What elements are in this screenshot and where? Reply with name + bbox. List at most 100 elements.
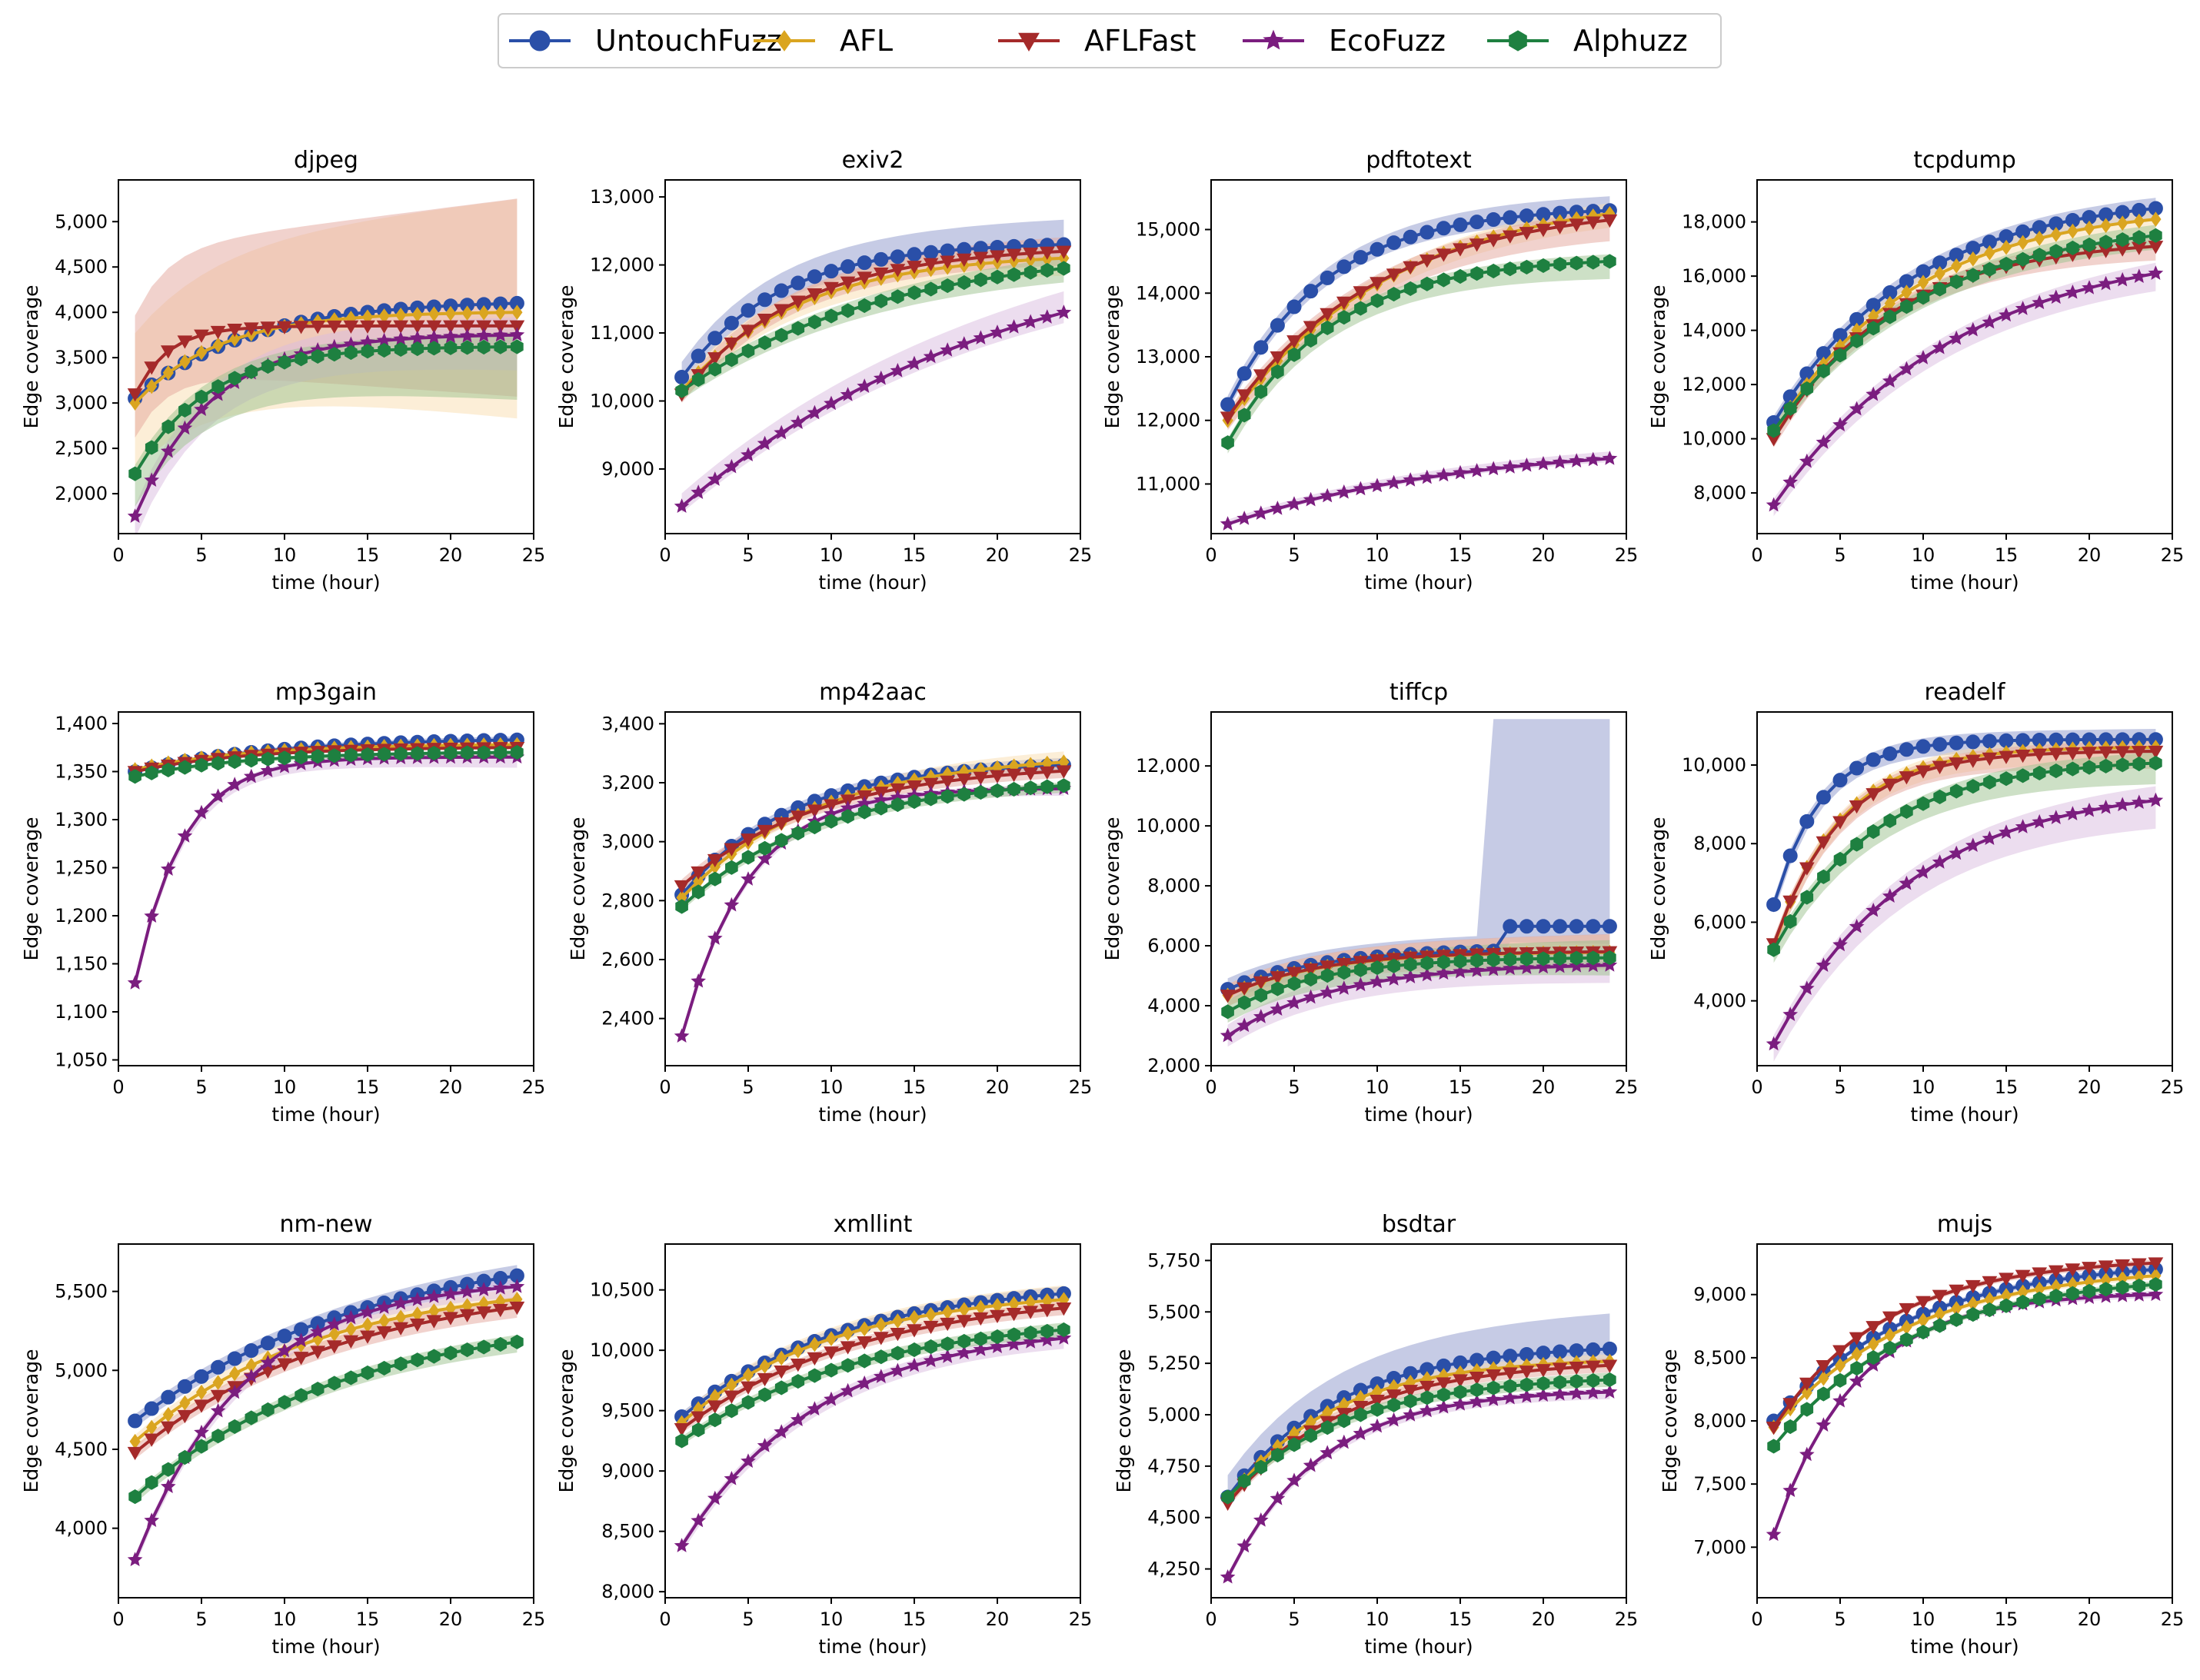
chart-title: mujs xyxy=(1937,1211,1992,1238)
point-ecofuzz xyxy=(1899,361,1915,376)
point-ecofuzz xyxy=(1236,1538,1253,1553)
point-alphuzz xyxy=(1486,952,1500,968)
point-ecofuzz xyxy=(1469,463,1485,477)
point-alphuzz xyxy=(1007,1327,1020,1342)
chart-title: nm-new xyxy=(279,1211,372,1238)
point-alphuzz xyxy=(311,749,325,764)
point-ecofuzz xyxy=(1965,321,1981,337)
point-ecofuzz xyxy=(923,1352,939,1368)
point-ecofuzz xyxy=(1502,459,1518,474)
x-tick-label: 25 xyxy=(2161,1608,2185,1630)
point-aflfast xyxy=(1866,788,1882,802)
point-ecofuzz xyxy=(1766,1036,1782,1051)
point-alphuzz xyxy=(940,789,954,804)
point-aflfast xyxy=(1849,1332,1865,1346)
point-alphuzz xyxy=(178,760,191,775)
point-ecofuzz xyxy=(1006,1336,1022,1351)
point-aflfast xyxy=(907,1324,922,1338)
point-ecofuzz xyxy=(1949,330,1965,345)
point-aflfast xyxy=(741,833,756,847)
point-alphuzz xyxy=(1767,1439,1780,1454)
point-aflfast xyxy=(1982,1276,1998,1290)
point-afl xyxy=(1984,245,1995,261)
point-aflfast xyxy=(757,824,773,839)
legend-label: Alphuzz xyxy=(1573,24,1688,58)
point-aflfast xyxy=(1403,1385,1419,1399)
x-tick-label: 10 xyxy=(1366,1608,1390,1630)
point-untouchfuzz xyxy=(1403,229,1418,245)
x-tick-label: 0 xyxy=(1751,544,1762,566)
point-ecofuzz xyxy=(1882,373,1898,388)
point-ecofuzz xyxy=(343,1309,359,1325)
band-afl xyxy=(1773,1272,2156,1430)
y-tick-label: 1,400 xyxy=(55,713,108,734)
point-untouchfuzz xyxy=(1469,215,1485,230)
point-ecofuzz xyxy=(2131,1287,2147,1302)
point-ecofuzz xyxy=(393,1295,409,1310)
point-alphuzz xyxy=(1453,1384,1467,1400)
chart-title: pdftotext xyxy=(1366,147,1472,174)
point-aflfast xyxy=(1386,1389,1402,1403)
y-tick-label: 3,000 xyxy=(55,392,108,414)
point-ecofuzz xyxy=(1253,505,1269,521)
point-aflfast xyxy=(393,320,409,334)
point-afl xyxy=(2150,211,2162,227)
point-alphuzz xyxy=(1966,268,1980,283)
point-ecofuzz xyxy=(923,348,939,364)
x-axis-label: time (hour) xyxy=(818,1635,927,1658)
y-axis-label: Edge coverage xyxy=(20,817,42,961)
point-alphuzz xyxy=(874,800,888,816)
point-aflfast xyxy=(1965,1279,1981,1294)
x-axis-label: time (hour) xyxy=(1364,1635,1473,1658)
x-tick-label: 0 xyxy=(659,544,671,566)
point-afl xyxy=(195,1384,208,1400)
point-alphuzz xyxy=(708,1412,722,1428)
point-alphuzz xyxy=(178,1449,191,1465)
point-untouchfuzz xyxy=(1519,208,1534,224)
point-alphuzz xyxy=(278,354,291,370)
point-aflfast xyxy=(160,1421,176,1435)
plot-frame xyxy=(118,1243,534,1598)
point-ecofuzz xyxy=(724,897,740,912)
y-tick-label: 4,000 xyxy=(1147,995,1200,1016)
point-afl xyxy=(478,304,490,321)
point-alphuzz xyxy=(741,1395,755,1410)
point-alphuzz xyxy=(1237,1473,1251,1489)
point-ecofuzz xyxy=(2115,1288,2131,1302)
x-tick-label: 15 xyxy=(1449,544,1473,566)
point-alphuzz xyxy=(2132,756,2146,772)
point-alphuzz xyxy=(1320,1420,1334,1435)
x-tick-label: 25 xyxy=(1069,1608,1093,1630)
x-axis-label: time (hour) xyxy=(271,1103,380,1126)
point-ecofuzz xyxy=(426,1289,442,1303)
y-tick-label: 3,000 xyxy=(601,831,654,853)
point-alphuzz xyxy=(1040,262,1054,278)
plot-area xyxy=(674,1285,1072,1552)
point-alphuzz xyxy=(2016,1294,2029,1310)
point-ecofuzz xyxy=(1270,1490,1286,1505)
legend-item-alphuzz: Alphuzz xyxy=(1487,24,1688,58)
point-ecofuzz xyxy=(1436,467,1452,482)
band-untouchfuzz xyxy=(1773,1266,2156,1423)
point-alphuzz xyxy=(1254,384,1268,399)
point-alphuzz xyxy=(741,343,755,358)
point-ecofuzz xyxy=(1403,1407,1419,1422)
y-tick-label: 1,100 xyxy=(55,1001,108,1023)
point-ecofuzz xyxy=(1270,1001,1286,1016)
point-alphuzz xyxy=(1057,778,1070,793)
point-ecofuzz xyxy=(443,1286,458,1301)
x-tick-label: 25 xyxy=(2161,544,2185,566)
point-untouchfuzz xyxy=(1569,919,1584,934)
point-ecofuzz xyxy=(1585,451,1601,467)
point-alphuzz xyxy=(1866,321,1880,336)
y-tick-label: 14,000 xyxy=(1682,320,1746,341)
point-ecofuzz xyxy=(1536,1387,1551,1402)
point-aflfast xyxy=(2032,1267,2048,1281)
point-alphuzz xyxy=(1370,960,1384,976)
chart-xmllint: 0 5 10 15 20 25 8,000 8,500 9,000 9,500 10,000 10,5… xyxy=(555,1211,1092,1658)
point-aflfast xyxy=(1023,248,1039,261)
y-tick-label: 8,000 xyxy=(1693,482,1746,504)
point-untouchfuzz xyxy=(1915,739,1931,754)
point-alphuzz xyxy=(2066,1286,2079,1301)
